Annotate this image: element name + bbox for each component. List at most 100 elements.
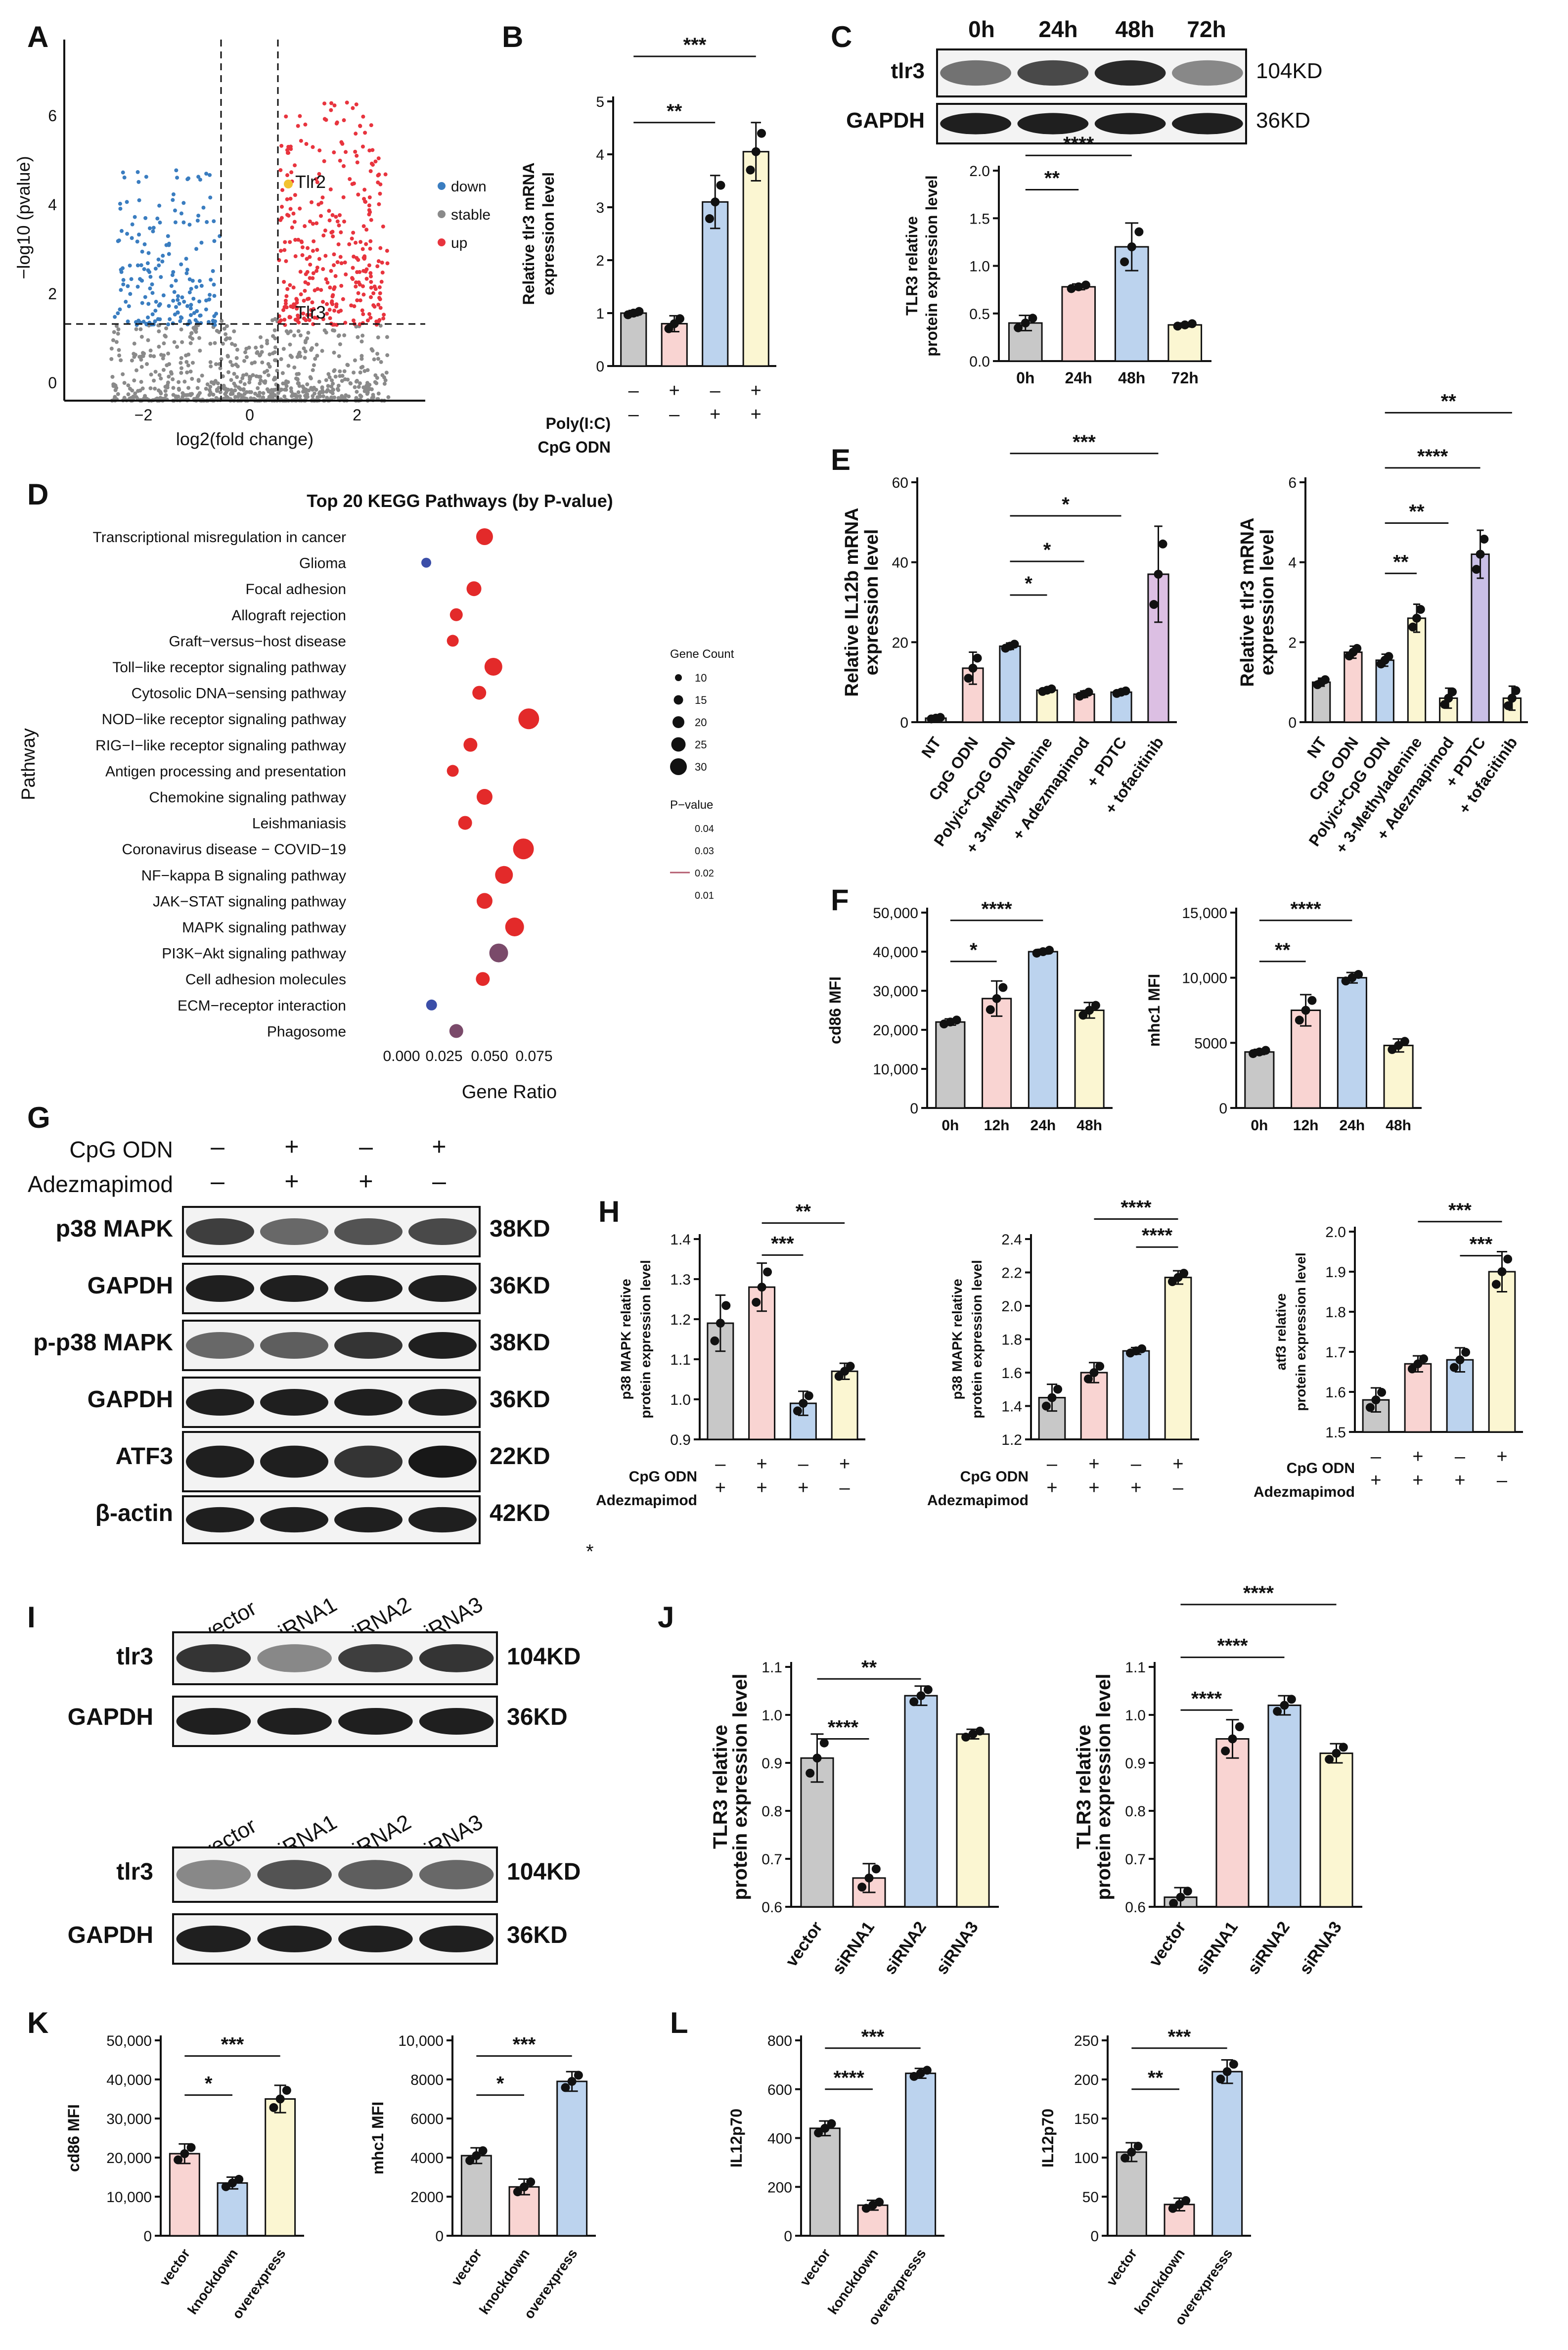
blot-kd-104: 104KD: [1256, 59, 1323, 83]
volcano-point: [358, 322, 362, 326]
volcano-point: [234, 356, 239, 360]
volcano-point: [338, 374, 342, 378]
blot-band: [186, 1332, 254, 1359]
volcano-point: [288, 329, 293, 333]
blot-band: [260, 1389, 328, 1416]
volcano-point: [338, 255, 343, 259]
volcano-point: [368, 246, 372, 251]
volcano-point: [373, 373, 378, 377]
blot-strip-gapdh-1: [182, 1263, 481, 1314]
kegg-size-value: 15: [695, 694, 707, 706]
volcano-point: [114, 386, 119, 390]
volcano-point: [150, 291, 155, 295]
data-point: [1455, 1355, 1465, 1365]
kegg-pathway-label: Phagosome: [267, 1023, 346, 1040]
volcano-point: [161, 368, 166, 372]
volcano-point: [280, 188, 285, 192]
kegg-dots: [421, 528, 539, 1038]
volcano-point: [303, 340, 308, 345]
volcano-point: [339, 261, 344, 266]
panel-letter-a: A: [27, 20, 48, 53]
i-blot-kd: 104KD: [507, 1859, 581, 1885]
kegg-xtick: 0.000: [383, 1048, 420, 1064]
volcano-point: [242, 392, 247, 396]
volcano-point: [171, 377, 175, 381]
volcano-point: [125, 200, 129, 204]
volcano-point: [329, 269, 333, 273]
blot-band: [419, 1644, 494, 1672]
volcano-point: [148, 348, 153, 353]
volcano-point: [198, 314, 202, 318]
volcano-point: [256, 386, 260, 390]
volcano-point: [128, 386, 132, 391]
data-point: [1325, 1754, 1334, 1764]
volcano-point: [134, 327, 138, 331]
volcano-point: [311, 249, 315, 253]
volcano-point: [173, 312, 177, 317]
x-tick-label: 12h: [984, 1117, 1010, 1134]
volcano-point: [296, 237, 301, 242]
volcano-point: [217, 330, 221, 334]
y-tick-label: 3: [596, 200, 604, 216]
data-point: [757, 1283, 766, 1292]
volcano-point: [236, 385, 241, 390]
data-point: [1173, 322, 1182, 331]
volcano-point: [332, 103, 337, 108]
data-point: [846, 1362, 855, 1371]
data-point: [1448, 687, 1457, 696]
volcano-point: [342, 369, 347, 373]
volcano-point: [226, 354, 230, 359]
volcano-point: [351, 230, 356, 235]
volcano-point: [326, 384, 330, 388]
volcano-point: [282, 394, 287, 399]
volcano-point: [109, 346, 114, 351]
volcano-point: [233, 343, 237, 347]
volcano-point: [327, 218, 332, 223]
volcano-point: [286, 214, 291, 218]
volcano-point: [149, 372, 153, 377]
significance-stars: **: [1441, 390, 1457, 412]
volcano-point: [258, 390, 262, 395]
b-row-label: CpG ODN: [538, 438, 611, 456]
data-point: [1412, 613, 1421, 623]
kegg-dot: [449, 608, 463, 621]
volcano-point: [288, 342, 292, 347]
volcano-point: [143, 295, 147, 299]
volcano-point: [369, 295, 373, 299]
bar: [999, 645, 1021, 723]
condition-sign: +: [1412, 1470, 1423, 1491]
volcano-point: [295, 394, 300, 399]
volcano-point: [367, 382, 372, 387]
volcano-point: [284, 305, 289, 310]
volcano-point: [355, 378, 359, 383]
data-point: [1183, 1887, 1192, 1896]
volcano-point: [230, 363, 234, 368]
volcano-point: [173, 220, 178, 225]
volcano-point: [135, 239, 139, 244]
volcano-point: [309, 313, 313, 317]
condition-sign: –: [669, 404, 680, 425]
volcano-point: [152, 378, 156, 383]
y-tick-label: 1.7: [1325, 1344, 1346, 1361]
data-point: [746, 165, 755, 175]
kegg-dot: [463, 737, 478, 752]
bar: [1061, 286, 1096, 362]
volcano-point: [196, 175, 201, 179]
volcano-point: [311, 276, 315, 280]
volcano-point: [122, 381, 127, 385]
volcano-point: [336, 383, 341, 388]
volcano-point: [110, 374, 115, 379]
volcano-point: [342, 118, 346, 123]
bar: [1404, 1363, 1432, 1433]
volcano-point: [148, 226, 152, 230]
data-point: [716, 1319, 725, 1328]
volcano-point: [139, 365, 144, 369]
volcano-point: [356, 192, 360, 197]
volcano-point: [127, 304, 131, 309]
data-point: [1047, 1393, 1057, 1402]
y-tick-label: 150: [1074, 2111, 1099, 2127]
volcano-point: [157, 263, 161, 268]
volcano-point: [364, 228, 369, 232]
volcano-point: [145, 362, 149, 367]
